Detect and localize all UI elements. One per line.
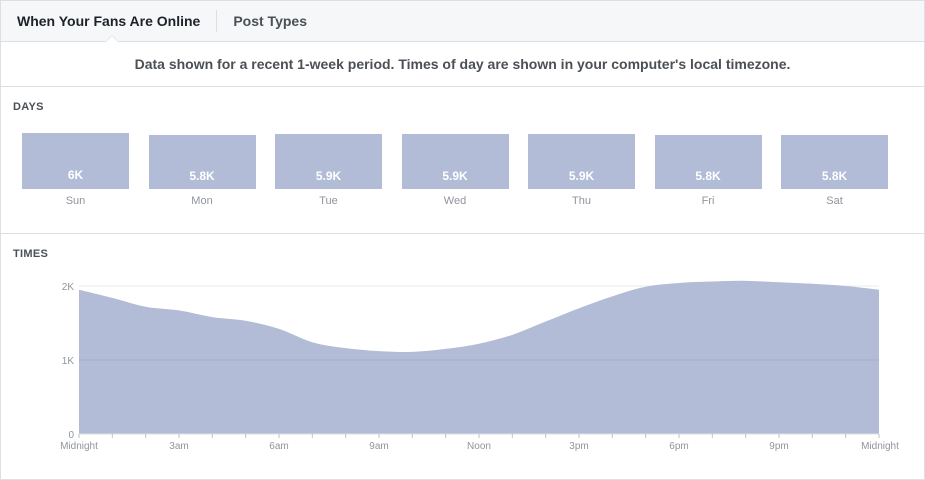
day-bar-wrap: 6K [22, 133, 129, 189]
day-bar: 5.8K [781, 135, 888, 189]
day-bar: 5.9K [401, 134, 509, 189]
times-area [79, 280, 879, 434]
day-value-label: 5.8K [189, 169, 215, 183]
day-label: Fri [701, 195, 715, 207]
day-thu[interactable]: 5.9K Thu [528, 133, 635, 207]
day-label: Mon [191, 195, 213, 207]
x-tick-label: Midnight [861, 441, 899, 452]
day-bar-wrap: 5.8K [148, 133, 256, 189]
day-label: Tue [319, 195, 338, 207]
day-bar: 5.9K [275, 134, 382, 189]
x-tick-label: 9pm [769, 441, 788, 452]
x-tick-label: 9am [369, 441, 388, 452]
x-tick-label: 3am [169, 441, 188, 452]
day-value-label: 5.8K [821, 169, 848, 183]
days-section-title: DAYS [13, 101, 44, 113]
day-fri[interactable]: 5.8K Fri [654, 133, 762, 207]
y-tick-label: 2K [62, 282, 75, 293]
day-bar-wrap: 5.9K [528, 133, 635, 189]
day-value-label: 5.9K [315, 168, 342, 183]
day-bar: 5.9K [528, 134, 635, 189]
day-bar-wrap: 5.8K [654, 133, 762, 189]
day-value-label: 5.9K [568, 168, 595, 183]
day-value-label: 6K [67, 168, 84, 182]
x-tick-label: 6am [269, 441, 288, 452]
times-section-title: TIMES [13, 248, 49, 260]
day-label: Thu [572, 195, 591, 207]
day-bar: 6K [22, 133, 129, 189]
x-tick-label: 6pm [669, 441, 688, 452]
day-bar: 5.8K [654, 135, 762, 189]
y-tick-label: 1K [62, 356, 75, 367]
times-section: TIMES 0 1K 2K Midnight 3am 6am 9am Noon 3pm 6pm 9p… [1, 234, 924, 480]
day-wed[interactable]: 5.9K Wed [401, 133, 509, 207]
x-tick-label: Noon [467, 441, 491, 452]
y-tick-label: 0 [68, 430, 74, 441]
day-value-label: 5.9K [442, 168, 468, 183]
tab-post-types[interactable]: Post Types [233, 13, 307, 29]
active-tab-pointer-icon [105, 35, 119, 42]
tab-when-fans-online[interactable]: When Your Fans Are Online [17, 13, 201, 29]
day-value-label: 5.8K [695, 169, 721, 183]
tab-divider [216, 10, 218, 32]
day-bar-wrap: 5.8K [781, 133, 888, 189]
info-message: Data shown for a recent 1-week period. T… [1, 42, 924, 87]
x-tick-label: 3pm [569, 441, 588, 452]
day-bar-wrap: 5.9K [275, 133, 382, 189]
day-tue[interactable]: 5.9K Tue [275, 133, 382, 207]
day-sat[interactable]: 5.8K Sat [781, 133, 888, 207]
times-area-chart[interactable]: 0 1K 2K Midnight 3am 6am 9am Noon 3pm 6pm 9pm Midni… [1, 234, 924, 480]
day-bar-wrap: 5.9K [401, 133, 509, 189]
days-section: DAYS 6K Sun 5.8K Mon 5.9K Tue 5.9K Wed 5.9K Thu 5.… [1, 87, 924, 234]
day-label: Sat [826, 195, 843, 207]
day-label: Sun [65, 195, 86, 207]
x-tick-label: Midnight [60, 441, 98, 452]
day-bar: 5.8K [148, 135, 256, 189]
day-sun[interactable]: 6K Sun [22, 133, 129, 207]
tab-bar: When Your Fans Are Online Post Types [1, 1, 924, 42]
day-mon[interactable]: 5.8K Mon [148, 133, 256, 207]
day-label: Wed [443, 195, 467, 207]
